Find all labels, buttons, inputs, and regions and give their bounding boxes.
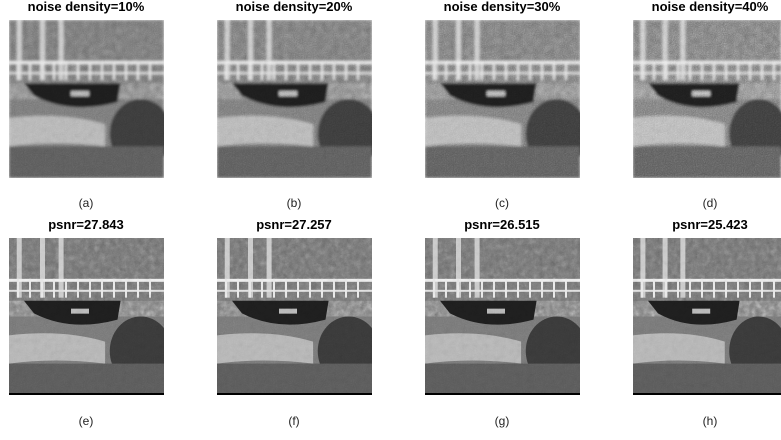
bottom-edge: [217, 393, 372, 395]
panel-title: noise density=10%: [28, 0, 145, 14]
image-texture: [633, 238, 781, 395]
page: {"panels": [ {"title": "noise density=10…: [0, 0, 781, 440]
image-texture: [217, 20, 372, 178]
panel-image: [217, 238, 380, 395]
panel-image: [9, 238, 172, 395]
panel-image: [425, 238, 588, 395]
image-texture: [9, 20, 164, 178]
image-texture: [425, 20, 580, 178]
panel-caption: (e): [79, 414, 94, 428]
image-texture: [425, 238, 580, 395]
panel-title: noise density=40%: [652, 0, 769, 14]
panel-image: [633, 238, 781, 395]
panel-title: psnr=27.843: [48, 217, 124, 232]
panel-image: [425, 20, 588, 178]
panel-title: noise density=20%: [236, 0, 353, 14]
panel-title: psnr=26.515: [464, 217, 540, 232]
bottom-edge: [633, 393, 781, 395]
panel-title: psnr=27.257: [256, 217, 332, 232]
panel-caption: (h): [703, 414, 718, 428]
image-texture: [9, 238, 164, 395]
image-texture: [217, 238, 372, 395]
figure: noise density=10% (a) noise density=20% (b)…: [0, 0, 781, 440]
panel-caption: (a): [79, 196, 94, 210]
panel-caption: (g): [495, 414, 510, 428]
panel-image: [217, 20, 380, 178]
panel-caption: (b): [287, 196, 302, 210]
panel-caption: (c): [495, 196, 509, 210]
panel-title: noise density=30%: [444, 0, 561, 14]
panel-caption: (f): [288, 414, 299, 428]
bottom-edge: [425, 393, 580, 395]
panel-image: [9, 20, 172, 178]
panel-title: psnr=25.423: [672, 217, 748, 232]
image-texture: [633, 20, 781, 178]
panel-image: [633, 20, 781, 178]
bottom-edge: [9, 393, 164, 395]
panel-caption: (d): [703, 196, 718, 210]
